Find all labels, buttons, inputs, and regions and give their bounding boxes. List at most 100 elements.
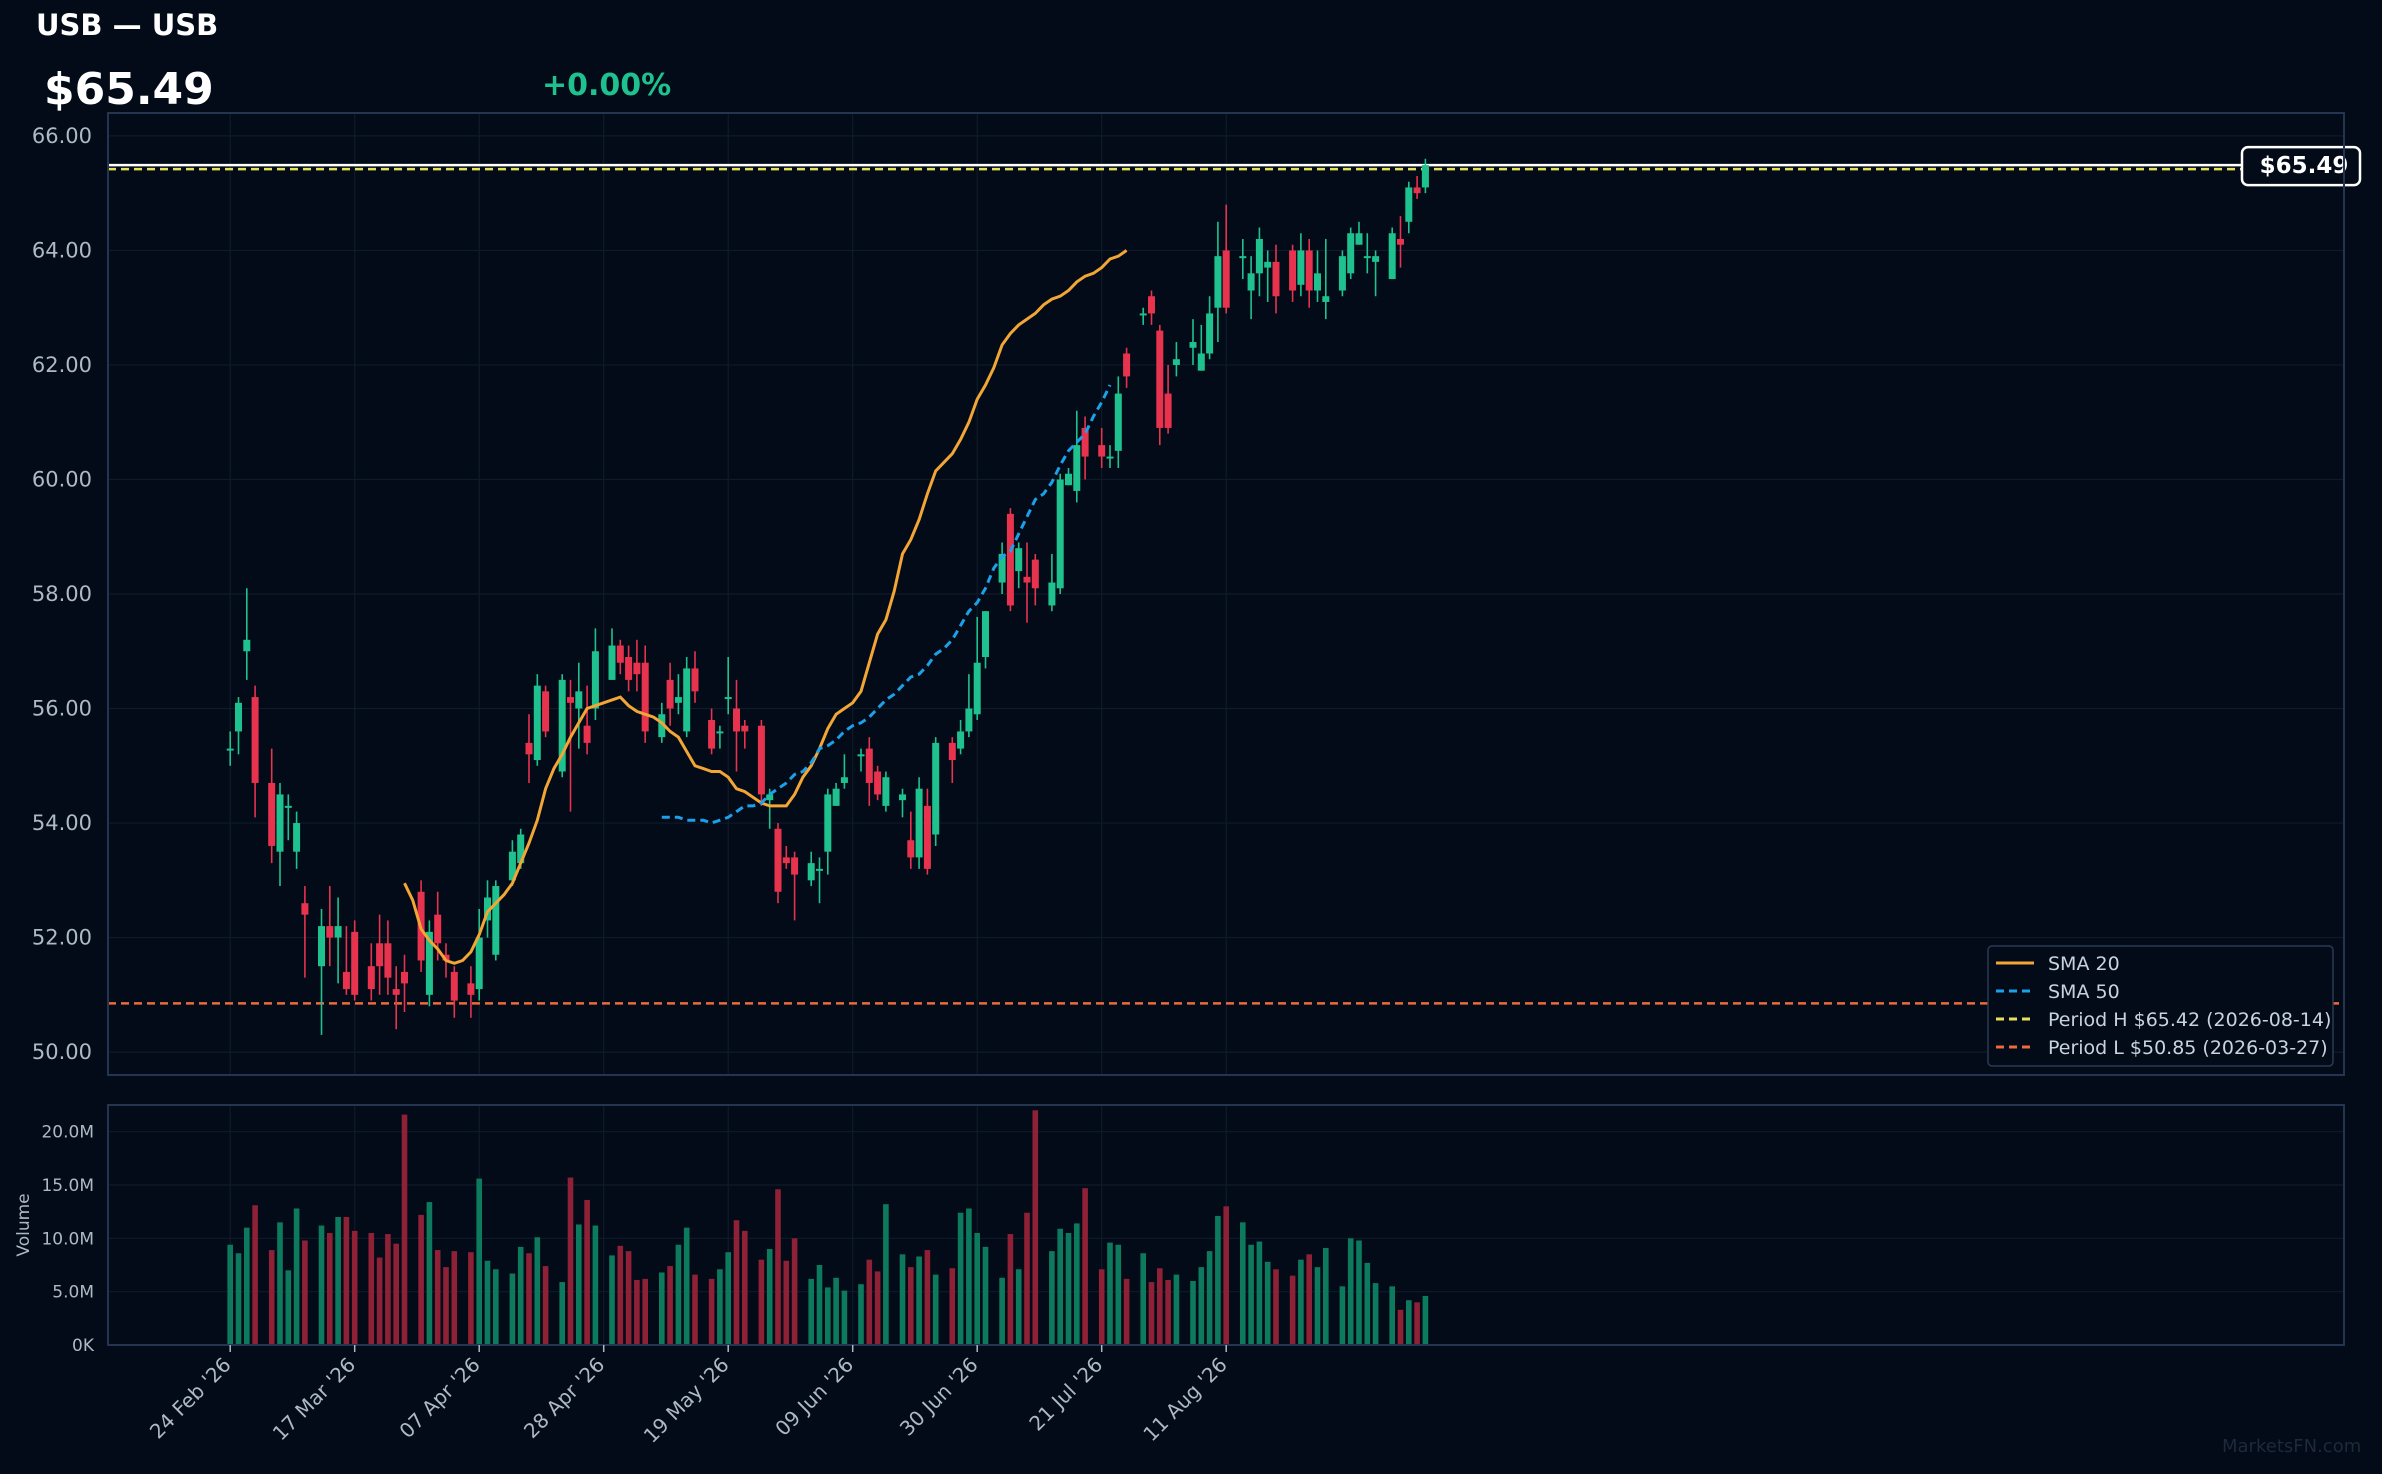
volume-bar: [1314, 1267, 1321, 1345]
candle-body: [1363, 256, 1371, 259]
volume-bar: [1406, 1300, 1412, 1345]
candle-body: [1098, 445, 1106, 457]
volume-bar: [957, 1212, 964, 1345]
price-tick-label: 58.00: [32, 582, 92, 606]
candle-body: [816, 868, 823, 871]
volume-bar: [592, 1225, 599, 1345]
candle-body: [757, 725, 765, 795]
volume-bar: [1206, 1251, 1213, 1345]
candle-body: [226, 748, 234, 751]
candle-body: [1222, 250, 1230, 308]
volume-bar: [1057, 1228, 1063, 1345]
volume-bar: [318, 1225, 325, 1345]
volume-bar: [725, 1252, 731, 1345]
candle-body: [1322, 296, 1330, 302]
volume-bar: [351, 1230, 358, 1345]
candle-body: [1139, 313, 1147, 316]
volume-bar: [302, 1240, 308, 1345]
volume-bar: [1190, 1281, 1196, 1345]
candle-body: [367, 966, 375, 990]
candle-body: [276, 794, 284, 852]
candle-body: [616, 645, 624, 663]
volume-bar: [808, 1278, 814, 1345]
candle-body: [708, 719, 716, 749]
price-grid: [108, 113, 2344, 1075]
candle-body: [583, 725, 591, 743]
candle-body: [982, 611, 989, 657]
candle-body: [633, 662, 641, 675]
volume-bar: [634, 1279, 640, 1345]
candle-body: [965, 708, 973, 732]
candle-body: [1065, 473, 1072, 486]
sma50-line: [661, 384, 1112, 825]
volume-bar: [385, 1234, 391, 1345]
volume-axis: 0K 5.0M 10.0M 15.0M 20.0M: [41, 1123, 94, 1356]
candle-body: [450, 971, 458, 1001]
volume-bar: [517, 1246, 524, 1345]
volume-bar: [841, 1290, 848, 1345]
volume-bar: [733, 1220, 740, 1345]
volume-bar: [426, 1202, 433, 1345]
candle-body: [533, 685, 541, 761]
volume-bar: [1098, 1269, 1105, 1345]
volume-bar: [825, 1287, 831, 1345]
volume-bar: [999, 1277, 1005, 1345]
candle-body: [492, 886, 500, 955]
chart-title: USB — USB: [36, 8, 219, 42]
volume-bar: [451, 1251, 458, 1345]
candle-body: [1264, 261, 1272, 268]
candle-body: [973, 662, 981, 715]
candle-body: [1023, 576, 1031, 583]
candle-body: [625, 656, 633, 680]
volume-bar: [576, 1224, 582, 1345]
candle-body: [666, 679, 674, 709]
price-tick-label: 66.00: [32, 124, 92, 148]
candle-body: [1148, 296, 1155, 314]
volume-bar: [1165, 1279, 1171, 1345]
volume-bar: [1107, 1242, 1113, 1345]
volume-bar: [1198, 1267, 1205, 1345]
volume-bar: [1240, 1222, 1246, 1345]
candle-body: [683, 668, 691, 732]
candle-body: [243, 639, 251, 652]
volume-bar: [874, 1271, 881, 1345]
candle-body: [1413, 187, 1421, 194]
candle-body: [741, 725, 749, 732]
candle-body: [932, 742, 940, 835]
candle-body: [1397, 238, 1404, 245]
volume-bar: [509, 1273, 516, 1345]
candle-body: [301, 903, 309, 915]
volume-bar: [692, 1274, 698, 1345]
volume-bar: [526, 1253, 532, 1345]
candle-body: [1114, 393, 1122, 451]
candle-body: [782, 857, 790, 864]
candle-body: [1421, 165, 1429, 188]
volume-bar: [1273, 1269, 1279, 1345]
candle-body: [591, 651, 599, 709]
candle-body: [342, 971, 350, 990]
volume-bar: [1306, 1254, 1312, 1345]
candle-body: [293, 823, 301, 852]
candle-body: [235, 702, 242, 732]
current-price: $65.49: [44, 64, 214, 115]
volume-bar: [833, 1277, 839, 1345]
candle-body: [351, 931, 359, 995]
candle-body: [658, 714, 666, 738]
candle-body: [1156, 330, 1164, 428]
price-tick-label: 62.00: [32, 353, 92, 377]
candle-body: [558, 679, 566, 772]
candle-body: [1314, 273, 1321, 291]
volume-bar: [982, 1246, 989, 1345]
volume-bar: [1339, 1286, 1346, 1345]
candle-body: [1106, 456, 1114, 459]
volume-bar: [252, 1205, 258, 1345]
candle-body: [268, 782, 276, 846]
candle-body: [508, 851, 516, 881]
volume-bar: [974, 1233, 980, 1345]
volume-bar: [476, 1178, 482, 1345]
volume-bar: [542, 1266, 549, 1345]
volume-bar: [667, 1266, 673, 1345]
volume-bar: [675, 1244, 682, 1345]
candle-body: [1355, 233, 1363, 245]
